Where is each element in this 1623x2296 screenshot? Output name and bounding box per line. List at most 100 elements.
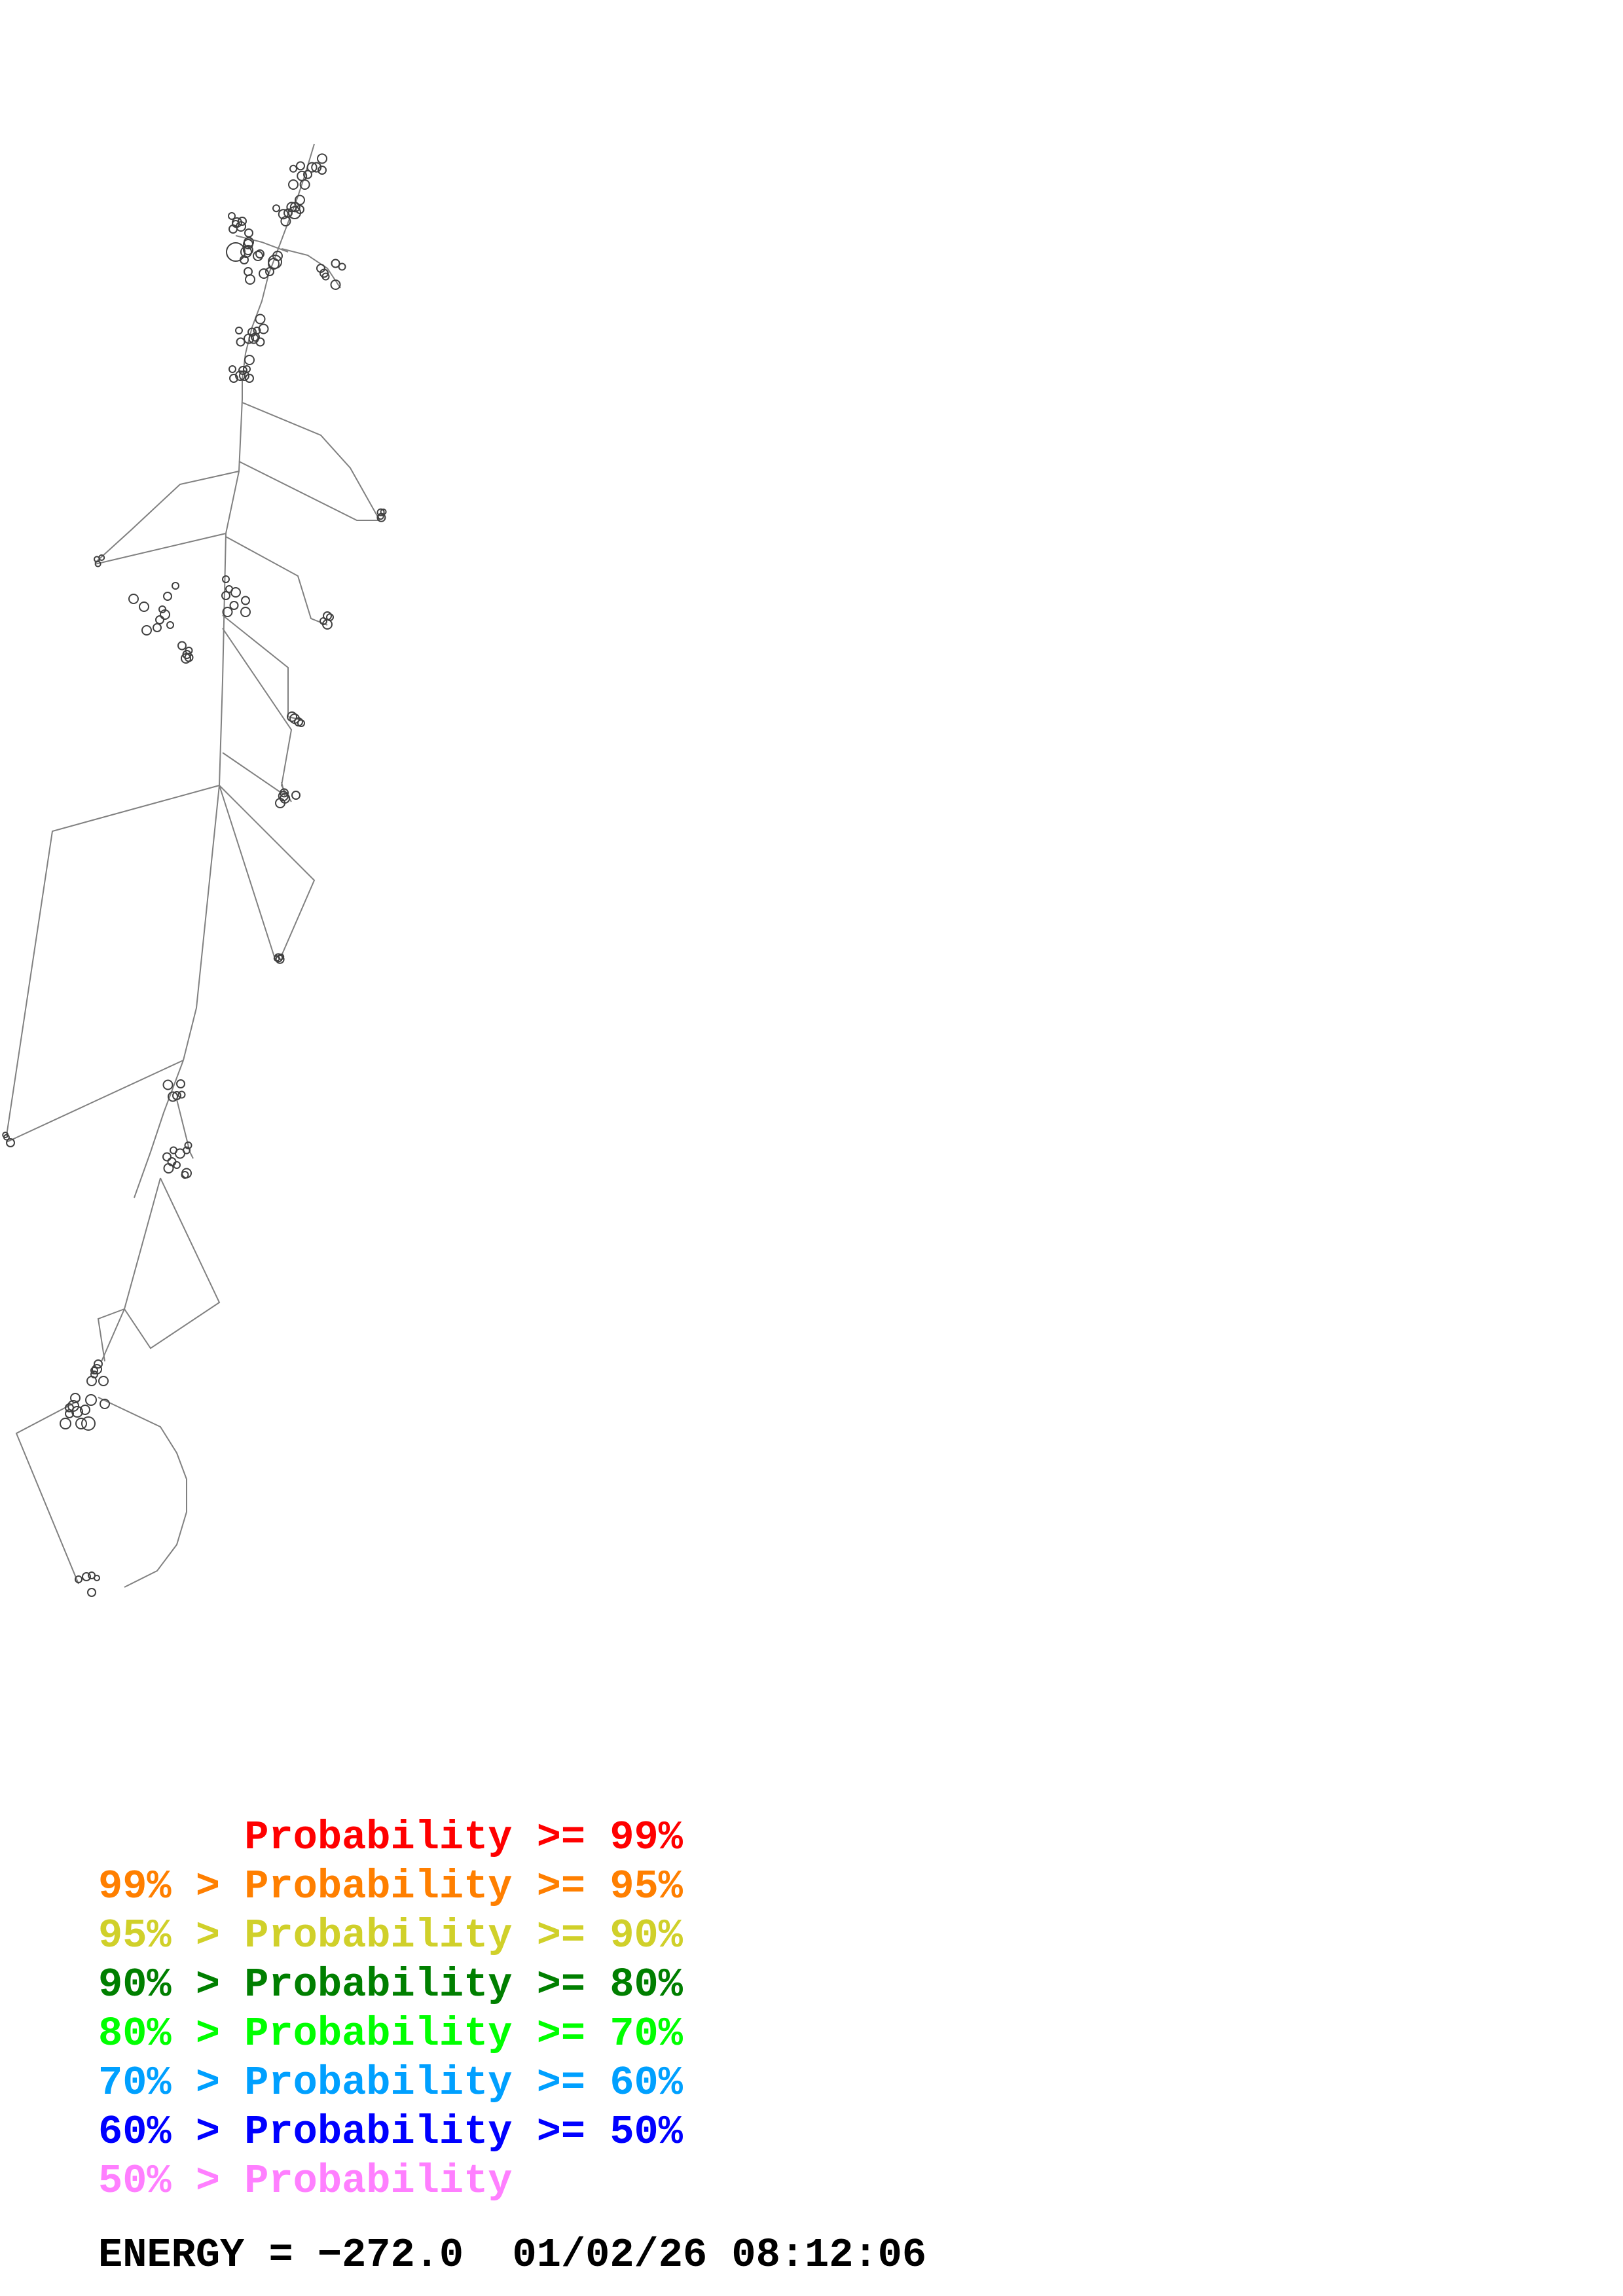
hairpin-loop bbox=[296, 161, 305, 171]
hairpin-loop bbox=[259, 268, 269, 279]
energy-footer: ENERGY = −272.0 01/02/26 08:12:06 bbox=[98, 2232, 926, 2278]
hairpin-loop bbox=[67, 1400, 79, 1412]
hairpin-loop bbox=[289, 713, 300, 724]
hairpin-loop bbox=[289, 164, 297, 173]
backbone-segment bbox=[222, 615, 302, 721]
hairpin-loop bbox=[289, 202, 301, 213]
legend-threshold: 60% > bbox=[98, 2109, 245, 2155]
legend-label: Probability bbox=[244, 2158, 513, 2204]
legend-label: Probability >= 70% bbox=[244, 2011, 683, 2057]
hairpin-loop bbox=[75, 1575, 82, 1583]
legend-threshold: 80% > bbox=[98, 2011, 245, 2057]
hairpin-loop bbox=[278, 209, 289, 220]
hairpin-loop bbox=[240, 607, 251, 617]
hairpin-loop bbox=[6, 1138, 15, 1147]
hairpin-loop bbox=[251, 332, 260, 342]
legend-label: Probability >= 50% bbox=[244, 2109, 683, 2155]
legend-row: 99% > Probability >= 95% bbox=[98, 1862, 683, 1911]
hairpin-loop bbox=[167, 1157, 177, 1166]
backbone-segment bbox=[242, 402, 380, 521]
hairpin-loop bbox=[299, 179, 310, 190]
legend-label: Probability >= 80% bbox=[244, 1962, 683, 2008]
hairpin-loop bbox=[162, 1152, 172, 1162]
hairpin-loop bbox=[172, 1091, 181, 1100]
hairpin-loop bbox=[228, 365, 236, 373]
energy-label: ENERGY = bbox=[98, 2232, 318, 2278]
legend-label: Probability >= 90% bbox=[244, 1912, 683, 1959]
legend-label: Probability >= 99% bbox=[244, 1814, 683, 1861]
backbone-segment bbox=[15, 1400, 79, 1585]
hairpin-loop bbox=[255, 249, 264, 259]
hairpin-loop bbox=[229, 601, 239, 610]
backbone-segment bbox=[98, 1397, 187, 1588]
hairpin-loop bbox=[184, 1141, 192, 1149]
backbone-segment bbox=[94, 471, 240, 564]
hairpin-loop bbox=[268, 255, 282, 269]
hairpin-loop bbox=[75, 1418, 87, 1429]
legend-threshold: 70% > bbox=[98, 2060, 245, 2106]
hairpin-loop bbox=[100, 1399, 110, 1409]
hairpin-loop bbox=[311, 162, 322, 173]
structure-hairpin-loops bbox=[2, 153, 387, 1597]
hairpin-loop bbox=[243, 245, 253, 255]
backbone-segment bbox=[238, 461, 380, 521]
hairpin-loop bbox=[288, 179, 299, 190]
hairpin-loop bbox=[303, 170, 312, 179]
hairpin-loop bbox=[98, 554, 105, 561]
hairpin-loop bbox=[317, 153, 327, 164]
hairpin-loop bbox=[94, 560, 101, 567]
hairpin-loop bbox=[235, 327, 243, 334]
legend-threshold: 50% > bbox=[98, 2158, 245, 2204]
hairpin-loop bbox=[319, 617, 327, 625]
backbone-segment bbox=[6, 785, 220, 1136]
hairpin-loop bbox=[87, 1588, 96, 1597]
hairpin-loop bbox=[244, 333, 254, 344]
hairpin-loop bbox=[238, 366, 247, 375]
backbone-segment bbox=[281, 248, 341, 289]
hairpin-loop bbox=[244, 267, 253, 276]
legend-threshold bbox=[98, 1814, 244, 1861]
hairpin-loop bbox=[287, 711, 297, 722]
hairpin-loop bbox=[235, 370, 246, 381]
hairpin-loop bbox=[236, 337, 246, 347]
legend-label: Probability >= 95% bbox=[244, 1863, 683, 1910]
hairpin-loop bbox=[283, 208, 293, 218]
hairpin-loop bbox=[318, 166, 327, 175]
legend-row: 50% > Probability bbox=[98, 2157, 683, 2206]
hairpin-loop bbox=[181, 1168, 192, 1179]
backbone-segment bbox=[124, 1177, 221, 1350]
backbone-segment bbox=[242, 143, 315, 399]
backbone-segment bbox=[6, 1060, 184, 1143]
legend-row: 95% > Probability >= 90% bbox=[98, 1911, 683, 1960]
legend-row: 60% > Probability >= 50% bbox=[98, 2108, 683, 2157]
hairpin-loop bbox=[88, 1571, 96, 1579]
hairpin-loop bbox=[98, 1376, 109, 1386]
hairpin-loop bbox=[239, 370, 249, 381]
hairpin-loop bbox=[94, 1359, 103, 1369]
structure-backbone bbox=[6, 143, 380, 1588]
hairpin-loop bbox=[319, 268, 329, 278]
hairpin-loop bbox=[280, 793, 291, 804]
hairpin-loop bbox=[183, 1146, 191, 1155]
hairpin-loop bbox=[81, 1416, 96, 1431]
energy-value: −272.0 bbox=[317, 2232, 464, 2278]
hairpin-loop bbox=[226, 242, 246, 262]
legend-row: Probability >= 99% bbox=[98, 1813, 683, 1862]
hairpin-loop bbox=[166, 621, 174, 629]
probability-legend: Probability >= 99% 99% > Probability >= 9… bbox=[98, 1813, 683, 2206]
hairpin-loop bbox=[377, 513, 384, 520]
backbone-segment bbox=[94, 533, 227, 565]
hairpin-loop bbox=[60, 1418, 71, 1429]
hairpin-loop bbox=[71, 1406, 83, 1418]
hairpin-loop bbox=[295, 194, 305, 206]
hairpin-loop bbox=[229, 374, 238, 383]
hairpin-loop bbox=[128, 594, 139, 604]
legend-threshold: 99% > bbox=[98, 1863, 245, 1910]
hairpin-loop bbox=[258, 323, 269, 334]
legend-threshold: 95% > bbox=[98, 1912, 245, 1959]
hairpin-loop bbox=[177, 1090, 186, 1099]
legend-threshold: 90% > bbox=[98, 1962, 245, 2008]
hairpin-loop bbox=[331, 259, 340, 268]
hairpin-loop bbox=[245, 274, 255, 285]
hairpin-loop bbox=[291, 791, 301, 800]
